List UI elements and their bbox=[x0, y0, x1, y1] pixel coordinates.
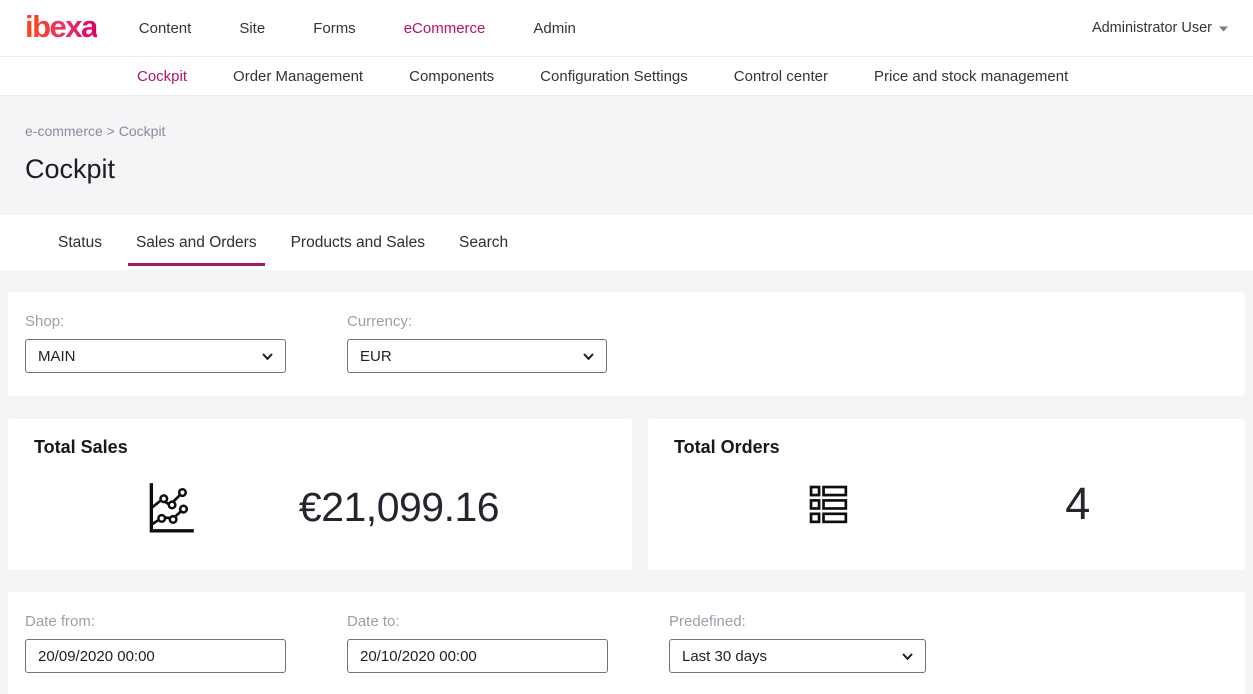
currency-label: Currency: bbox=[347, 313, 413, 330]
shop-filter: Shop: MAIN bbox=[25, 313, 347, 373]
predefined-range-filter: Predefined: Last 30 days bbox=[669, 613, 991, 673]
total-sales-card: Total Sales €21,099.16 bbox=[8, 419, 632, 570]
chevron-down-icon bbox=[902, 652, 913, 660]
shop-label: Shop: bbox=[25, 313, 65, 330]
user-menu[interactable]: Administrator User bbox=[1092, 20, 1228, 36]
tab-products-and-sales[interactable]: Products and Sales bbox=[290, 233, 425, 251]
total-sales-title: Total Sales bbox=[34, 437, 128, 457]
nav-item-ecommerce[interactable]: eCommerce bbox=[403, 19, 486, 37]
subnav-item-control-center[interactable]: Control center bbox=[733, 67, 828, 85]
date-from-filter: Date from: bbox=[25, 613, 347, 673]
subnav-item-order-management[interactable]: Order Management bbox=[233, 67, 364, 85]
nav-item-forms[interactable]: Forms bbox=[313, 19, 356, 37]
breadcrumb-separator: > bbox=[102, 123, 119, 139]
date-to-filter: Date to: bbox=[347, 613, 669, 673]
subnav-item-cockpit[interactable]: Cockpit bbox=[137, 67, 188, 85]
subnav-item-components[interactable]: Components bbox=[409, 67, 495, 85]
shop-select[interactable]: MAIN bbox=[25, 339, 286, 373]
date-filter-panel: Date from: Date to: Predefined: Last 30 … bbox=[8, 592, 1245, 694]
tab-sales-and-orders[interactable]: Sales and Orders bbox=[127, 215, 265, 270]
ecommerce-sub-nav: Cockpit Order Management Components Conf… bbox=[0, 57, 1253, 96]
order-list-icon bbox=[803, 479, 853, 529]
subnav-item-price-stock-management[interactable]: Price and stock management bbox=[873, 67, 1069, 85]
subnav-item-configuration-settings[interactable]: Configuration Settings bbox=[540, 67, 688, 85]
total-orders-card: Total Orders 4 bbox=[648, 419, 1245, 570]
currency-select[interactable]: EUR bbox=[347, 339, 607, 373]
date-from-input[interactable] bbox=[25, 639, 286, 673]
kpi-cards-row: Total Sales €21,099.16 Total Orders bbox=[8, 419, 1245, 570]
breadcrumb-current: Cockpit bbox=[118, 123, 166, 139]
cockpit-tabs: Status Sales and Orders Products and Sal… bbox=[0, 215, 1253, 270]
breadcrumb-parent[interactable]: e-commerce bbox=[25, 123, 103, 139]
currency-filter: Currency: EUR bbox=[347, 313, 669, 373]
user-menu-label: Administrator User bbox=[1091, 20, 1212, 36]
total-orders-title: Total Orders bbox=[674, 437, 780, 457]
date-from-label: Date from: bbox=[25, 613, 96, 630]
shop-select-value: MAIN bbox=[38, 347, 76, 365]
nav-item-site[interactable]: Site bbox=[239, 19, 266, 37]
date-to-input[interactable] bbox=[347, 639, 608, 673]
nav-item-content[interactable]: Content bbox=[138, 19, 192, 37]
ibexa-logo[interactable]: ibexa bbox=[25, 8, 98, 44]
total-orders-value: 4 bbox=[1065, 478, 1090, 529]
main-nav: Content Site Forms eCommerce Admin bbox=[139, 20, 576, 37]
tab-status[interactable]: Status bbox=[58, 233, 102, 251]
tab-search[interactable]: Search bbox=[459, 233, 509, 251]
page-title: Cockpit bbox=[25, 154, 116, 184]
date-to-label: Date to: bbox=[347, 613, 400, 630]
predefined-select[interactable]: Last 30 days bbox=[669, 639, 926, 673]
predefined-select-value: Last 30 days bbox=[682, 647, 768, 665]
shop-currency-filter-panel: Shop: MAIN Currency: EUR bbox=[8, 292, 1245, 396]
chevron-down-icon bbox=[583, 352, 594, 360]
nav-item-admin[interactable]: Admin bbox=[533, 19, 576, 37]
currency-select-value: EUR bbox=[360, 347, 392, 365]
total-sales-value: €21,099.16 bbox=[298, 483, 500, 530]
caret-down-icon bbox=[1219, 26, 1228, 32]
top-bar: ibexa Content Site Forms eCommerce Admin… bbox=[0, 0, 1253, 57]
chevron-down-icon bbox=[262, 352, 273, 360]
breadcrumb: e-commerce > Cockpit bbox=[0, 96, 1253, 139]
predefined-label: Predefined: bbox=[669, 613, 746, 630]
line-chart-icon bbox=[141, 478, 199, 536]
